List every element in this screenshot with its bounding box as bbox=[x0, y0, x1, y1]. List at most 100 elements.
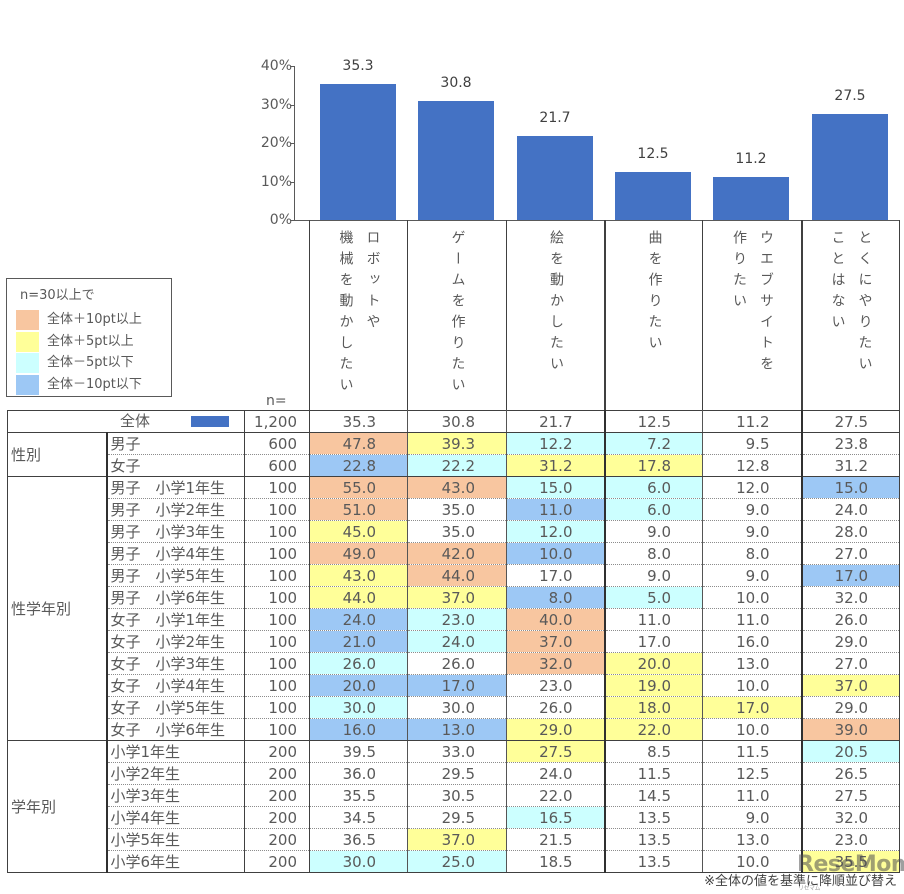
legend-swatch bbox=[16, 331, 39, 352]
column-header-line: 作りたい bbox=[731, 230, 747, 314]
value-cell: 15.0 bbox=[506, 476, 606, 499]
row-label: 小学1年生 bbox=[105, 740, 245, 763]
bar bbox=[418, 101, 494, 220]
value-cell: 49.0 bbox=[309, 542, 408, 565]
highlight-legend: n=30以上で 全体＋10pt以上 全体＋5pt以上 全体－5pt以下 全体－10pt… bbox=[6, 278, 172, 397]
value-cell: 21.5 bbox=[506, 828, 606, 851]
column-header: ウエブサイトを 作りたい bbox=[702, 220, 802, 410]
n-cell: 100 bbox=[244, 674, 310, 697]
bar bbox=[615, 171, 691, 220]
value-cell: 9.0 bbox=[603, 520, 703, 543]
row-label: 小学6年生 bbox=[105, 850, 245, 873]
y-tick-mark bbox=[290, 66, 294, 67]
value-cell: 9.0 bbox=[702, 806, 803, 829]
value-cell: 10.0 bbox=[702, 850, 803, 873]
bar-value-label: 12.5 bbox=[637, 145, 669, 162]
table-row: 小学2年生 200 36.0 29.5 24.0 11.5 12.5 26.5 bbox=[8, 762, 900, 785]
y-tick-mark bbox=[290, 181, 294, 183]
y-tick-label: 0% bbox=[269, 212, 292, 228]
value-cell: 36.5 bbox=[309, 828, 408, 851]
row-label: 小学3年生 bbox=[105, 784, 245, 807]
column-header-line: ウエブサイトを bbox=[758, 230, 774, 377]
bar-value-label: 21.7 bbox=[539, 110, 571, 127]
row-label: 小学5年生 bbox=[105, 828, 245, 851]
n-cell: 1,200 bbox=[244, 410, 310, 433]
value-cell: 17.0 bbox=[506, 564, 606, 587]
value-cell: 11.0 bbox=[702, 608, 803, 631]
value-cell: 42.0 bbox=[407, 542, 507, 565]
table-row: 性学年別 男子 小学1年生 100 55.0 43.0 15.0 6.0 12.0 15.0 bbox=[7, 476, 900, 741]
bar-value-label: 11.2 bbox=[735, 150, 767, 167]
bar bbox=[320, 84, 396, 220]
value-cell: 12.5 bbox=[702, 762, 803, 785]
y-tick-label: 40% bbox=[260, 58, 292, 74]
value-cell: 16.0 bbox=[702, 630, 803, 653]
legend-item: 全体－10pt以下 bbox=[16, 374, 166, 395]
value-cell: 13.0 bbox=[407, 718, 507, 741]
column-header: 曲を作りたい bbox=[604, 220, 703, 410]
value-cell: 12.5 bbox=[603, 410, 703, 433]
x-axis-baseline bbox=[294, 220, 899, 221]
n-cell: 100 bbox=[244, 608, 310, 631]
value-cell: 11.2 bbox=[702, 410, 803, 433]
bar-value-label: 27.5 bbox=[834, 88, 866, 105]
value-cell: 20.5 bbox=[800, 740, 900, 763]
bar bbox=[517, 136, 593, 220]
value-cell: 35.5 bbox=[800, 850, 900, 873]
row-label: 女子 小学6年生 bbox=[105, 718, 245, 741]
value-cell: 8.0 bbox=[506, 586, 606, 609]
value-cell: 37.0 bbox=[407, 586, 507, 609]
value-cell: 30.0 bbox=[309, 850, 408, 873]
bar-value-label: 35.3 bbox=[342, 58, 374, 75]
legend-swatch bbox=[16, 353, 39, 373]
value-cell: 29.0 bbox=[506, 718, 606, 741]
n-cell: 100 bbox=[244, 696, 310, 719]
row-label: 男子 小学2年生 bbox=[105, 498, 245, 521]
legend-label: 全体－10pt以下 bbox=[47, 376, 142, 392]
n-cell: 200 bbox=[244, 828, 310, 851]
column-header: 絵を動かしたい bbox=[506, 220, 605, 410]
bar-value-label: 30.8 bbox=[440, 75, 472, 92]
row-label: 男子 小学4年生 bbox=[105, 542, 245, 565]
value-cell: 11.0 bbox=[603, 608, 703, 631]
column-header-line: ことはない bbox=[829, 230, 846, 335]
value-cell: 22.0 bbox=[506, 784, 606, 807]
y-tick-mark bbox=[290, 220, 294, 221]
n-cell: 100 bbox=[244, 476, 310, 499]
bar bbox=[812, 114, 888, 220]
value-cell: 30.0 bbox=[407, 696, 507, 719]
y-tick-label: 20% bbox=[260, 135, 292, 151]
value-cell: 20.0 bbox=[603, 652, 703, 675]
value-cell: 17.0 bbox=[702, 696, 803, 719]
column-header: とくにやりたい ことはない bbox=[801, 220, 900, 410]
column-header: ゲームを作りたい bbox=[407, 220, 507, 410]
value-cell: 40.0 bbox=[506, 608, 606, 631]
value-cell: 5.0 bbox=[603, 586, 703, 609]
table-row: 小学4年生 200 34.5 29.5 16.5 13.5 9.0 32.0 bbox=[8, 806, 900, 829]
value-cell: 29.0 bbox=[800, 696, 900, 719]
value-cell: 21.7 bbox=[506, 410, 606, 433]
n-cell: 600 bbox=[244, 454, 310, 477]
value-cell: 21.0 bbox=[309, 630, 408, 653]
row-label: 女子 小学5年生 bbox=[105, 696, 245, 719]
value-cell: 26.0 bbox=[309, 652, 408, 675]
column-header-label: 絵を動かしたい bbox=[507, 230, 605, 377]
value-cell: 24.0 bbox=[506, 762, 606, 785]
value-cell: 10.0 bbox=[702, 586, 803, 609]
watermark-subtext: リセマム bbox=[798, 885, 821, 892]
n-cell: 100 bbox=[244, 498, 310, 521]
value-cell: 12.2 bbox=[506, 432, 606, 455]
value-cell: 23.0 bbox=[800, 828, 900, 851]
value-cell: 28.0 bbox=[800, 520, 900, 543]
total-label: 全体 bbox=[120, 412, 151, 430]
column-header-label: とくにやりたい ことはない bbox=[803, 230, 899, 377]
table-row: 小学3年生 200 35.5 30.5 22.0 14.5 11.0 27.5 bbox=[8, 784, 900, 807]
value-cell: 35.0 bbox=[407, 498, 507, 521]
value-cell: 27.5 bbox=[800, 784, 900, 807]
value-cell: 8.0 bbox=[603, 542, 703, 565]
value-cell: 27.5 bbox=[800, 410, 900, 433]
value-cell: 26.0 bbox=[407, 652, 507, 675]
table-row: 学年別 小学1年生 200 39.5 33.0 27.5 8.5 11.5 20.5 bbox=[7, 740, 900, 873]
legend-item: 全体＋10pt以上 bbox=[16, 310, 166, 330]
value-cell: 29.5 bbox=[407, 762, 507, 785]
